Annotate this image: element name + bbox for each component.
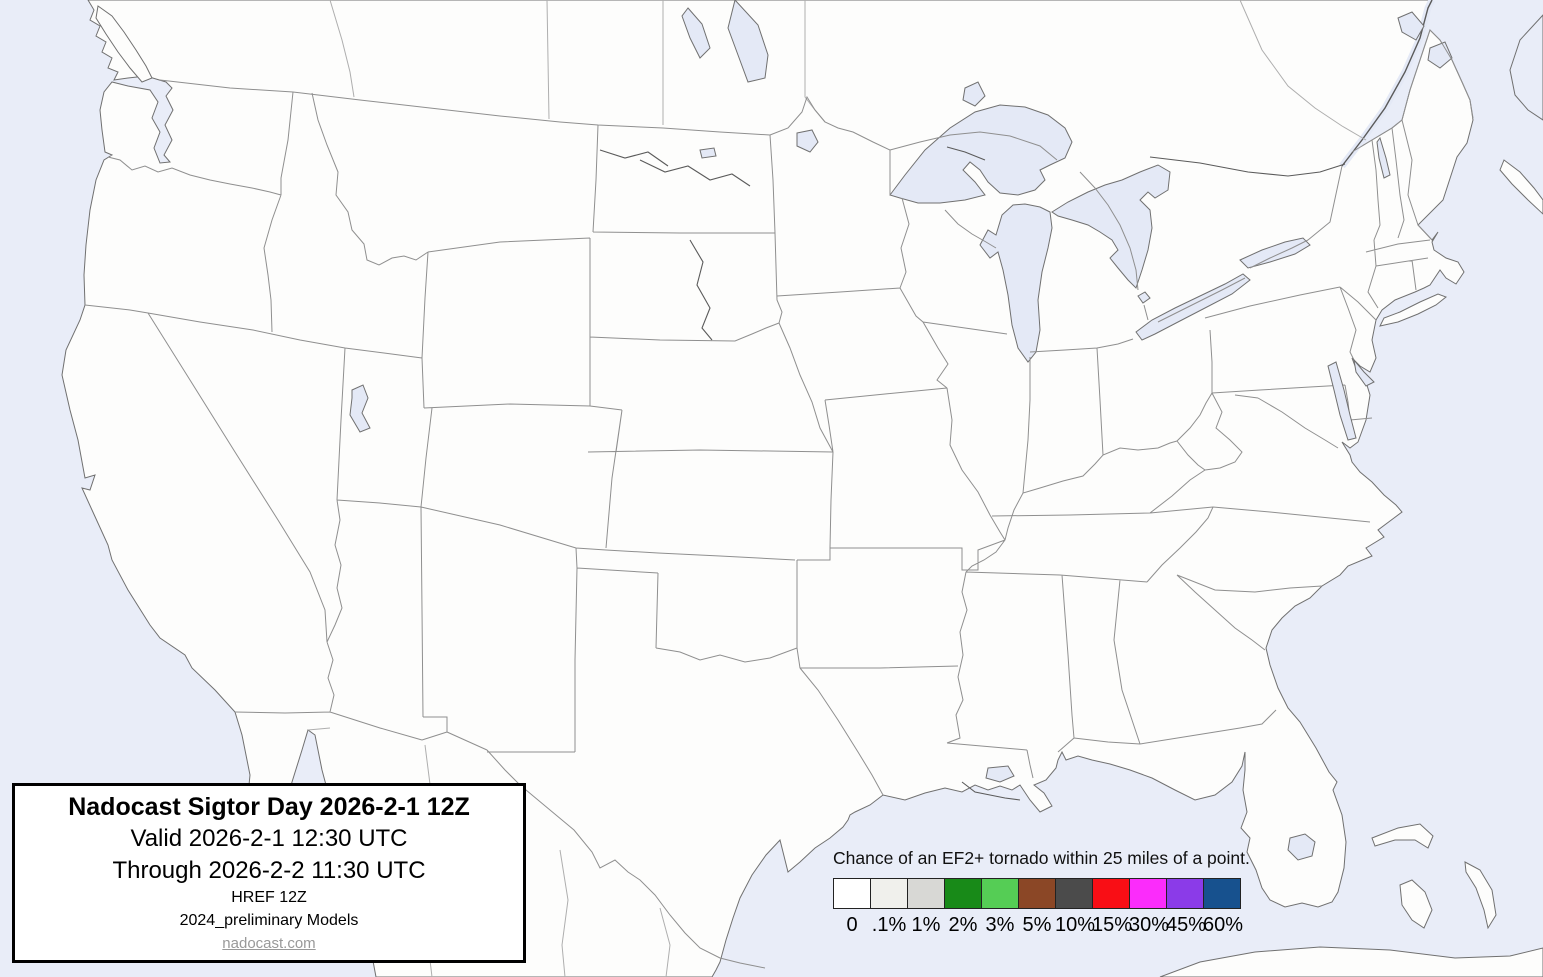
legend-label-5%: 5% <box>1022 914 1052 936</box>
legend-label-60%: 60% <box>1203 914 1244 936</box>
cuba <box>1159 946 1543 977</box>
forecast-valid-time: Valid 2026-2-1 12:30 UTC <box>130 825 408 853</box>
legend-label-15%: 15% <box>1092 914 1133 936</box>
bahamas-islands <box>1371 823 1497 930</box>
legend-label-1%: 1% <box>911 914 941 936</box>
state-borders <box>84 29 1474 969</box>
legend-swatch-15% <box>1092 878 1130 909</box>
legend-title: Chance of an EF2+ tornado within 25 mile… <box>833 848 1250 868</box>
legend-label-3%: 3% <box>985 914 1015 936</box>
nova-scotia <box>1499 159 1543 215</box>
forecast-model-version: 2024_preliminary Models <box>179 912 359 930</box>
st-lawrence-outline <box>1341 0 1433 167</box>
chesapeake-delaware-bays <box>1327 358 1375 441</box>
forecast-through-time: Through 2026-2-2 11:30 UTC <box>112 857 426 885</box>
legend-swatch-30% <box>1129 878 1167 909</box>
legend-swatch-10% <box>1055 878 1093 909</box>
legend-label-30%: 30% <box>1129 914 1170 936</box>
probability-legend: Chance of an EF2+ tornado within 25 mile… <box>833 848 1253 937</box>
rivers <box>599 146 1346 801</box>
nadocast-site-link[interactable]: nadocast.com <box>222 935 316 953</box>
legend-swatch-45% <box>1166 878 1204 909</box>
legend-swatch-60% <box>1203 878 1241 909</box>
legend-labels: 0 .1% 1% 2% 3% 5% 10% 15% 30% 45% 60% <box>833 914 1253 937</box>
legend-swatch-2% <box>944 878 982 909</box>
minor-lakes <box>349 0 1453 861</box>
gulf-st-lawrence <box>1509 14 1543 121</box>
legend-swatch-.1% <box>870 878 908 909</box>
legend-label-10%: 10% <box>1055 914 1096 936</box>
forecast-model: HREF 12Z <box>231 889 307 907</box>
legend-swatch-3% <box>981 878 1019 909</box>
forecast-title-box: Nadocast Sigtor Day 2026-2-1 12Z Valid 2… <box>12 783 526 963</box>
legend-swatch-0 <box>833 878 871 909</box>
long-island <box>1379 293 1447 327</box>
legend-label-45%: 45% <box>1166 914 1207 936</box>
legend-swatch-5% <box>1018 878 1056 909</box>
legend-swatches <box>833 878 1253 909</box>
legend-label-.1%: .1% <box>871 914 907 936</box>
forecast-title: Nadocast Sigtor Day 2026-2-1 12Z <box>68 793 470 822</box>
vancouver-island <box>95 5 153 83</box>
great-lakes <box>889 104 1311 363</box>
legend-label-0: 0 <box>846 914 858 936</box>
legend-swatch-1% <box>907 878 945 909</box>
canada-border-49n <box>159 79 1343 323</box>
legend-label-2%: 2% <box>948 914 978 936</box>
